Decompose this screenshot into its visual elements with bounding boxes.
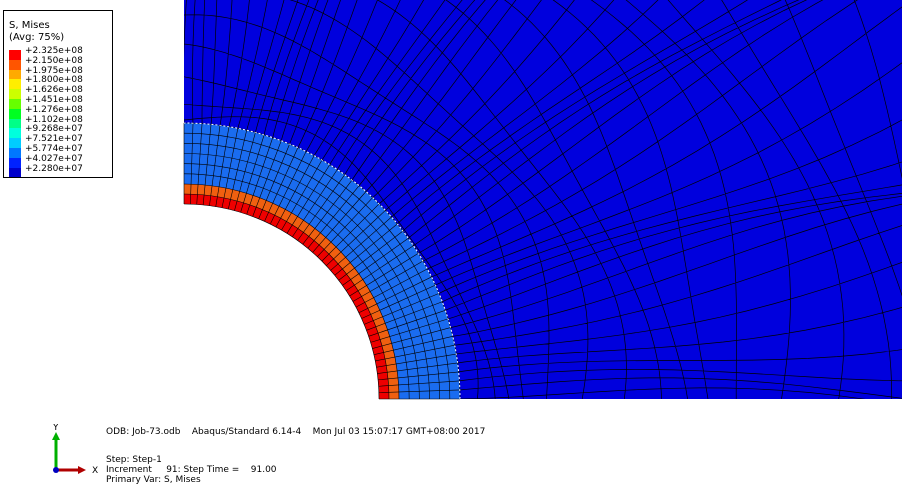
legend-value: +2.280e+07 [25, 163, 83, 174]
legend-value: +1.975e+08 [25, 65, 83, 76]
legend-title-variable: S, Mises [9, 20, 50, 31]
legend-value: +5.774e+07 [25, 143, 83, 154]
increment-info-line: Increment 91: Step Time = 91.00 [106, 465, 277, 475]
legend-value: +1.276e+08 [25, 104, 83, 115]
legend-swatch [9, 89, 21, 99]
legend-value: +1.800e+08 [25, 75, 83, 86]
legend-title-averaging: (Avg: 75%) [9, 32, 65, 43]
legend-value: +1.451e+08 [25, 94, 83, 105]
legend-swatch [9, 98, 21, 109]
legend-title: S, Mises (Avg: 75%) [9, 20, 64, 44]
legend-value: +9.268e+07 [25, 124, 83, 135]
x-axis-label: X [92, 466, 98, 476]
legend-values: +2.325e+08 +2.150e+08 +1.975e+08 +1.800e+08… [25, 46, 83, 174]
x-axis-arrowhead [78, 466, 86, 474]
legend-swatch [9, 167, 21, 178]
mises-legend: S, Mises (Avg: 75%) +2.325e+08 +2.150e+08… [3, 10, 113, 178]
ring-boundary [183, 122, 461, 400]
legend-swatch [9, 157, 21, 168]
coordinate-triad: Y X [52, 424, 98, 476]
step-info-line: Step: Step-1 [106, 455, 162, 465]
legend-value: +1.626e+08 [25, 85, 83, 96]
legend-value: +2.150e+08 [25, 55, 83, 66]
legend-swatch [9, 118, 21, 129]
legend-swatch [9, 147, 21, 158]
legend-value: +7.521e+07 [25, 134, 83, 145]
legend-swatch [9, 50, 21, 60]
odb-info-line: ODB: Job-73.odb Abaqus/Standard 6.14-4 M… [106, 427, 486, 437]
legend-swatch [9, 128, 21, 139]
outer-ring [184, 123, 460, 399]
legend-value: +2.325e+08 [25, 46, 83, 56]
legend-value: +1.102e+08 [25, 114, 83, 125]
plate-mesh-lines [184, 0, 902, 399]
legend-swatch [9, 138, 21, 148]
z-axis-dot [53, 467, 59, 473]
legend-swatch [9, 69, 21, 80]
legend-value: +4.027e+07 [25, 153, 83, 164]
legend-color-bar [9, 50, 21, 178]
legend-swatch [9, 59, 21, 70]
legend-swatch [9, 79, 21, 90]
fe-mesh [183, 0, 902, 400]
hole [184, 204, 379, 399]
primary-var-info-line: Primary Var: S, Mises [106, 475, 201, 485]
legend-swatch [9, 108, 21, 119]
y-axis-arrowhead [52, 432, 60, 440]
y-axis-label: Y [52, 424, 59, 433]
